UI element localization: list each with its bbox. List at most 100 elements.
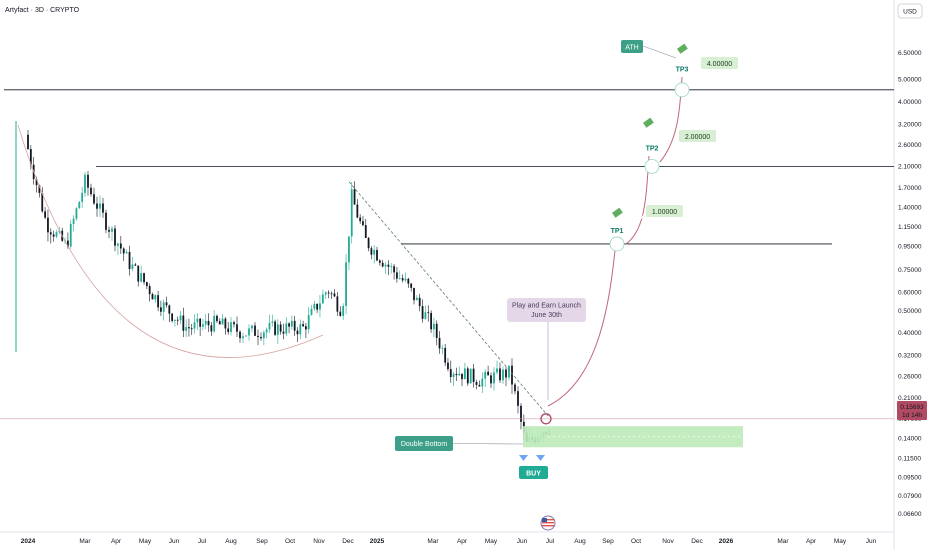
double-bottom-pointer <box>452 443 524 445</box>
candle-body <box>122 248 125 254</box>
x-tick-label: Jun <box>517 538 528 545</box>
candle-body <box>128 251 131 269</box>
candle-body <box>140 273 143 282</box>
ath-label: ATH <box>625 45 638 52</box>
currency-label: USD <box>903 9 917 16</box>
candle-body <box>307 314 310 330</box>
y-tick-label: 0.75000 <box>898 267 922 274</box>
candle-body <box>279 324 282 332</box>
candle-body <box>84 174 86 193</box>
candle-body <box>336 296 339 312</box>
candle-body <box>171 313 174 321</box>
x-tick-label: Aug <box>574 538 586 545</box>
x-tick-label: Apr <box>806 538 817 545</box>
y-tick-label: 0.95000 <box>898 243 922 250</box>
tp3-connector <box>693 68 706 81</box>
candle-body <box>248 328 250 336</box>
candle-body <box>499 368 501 381</box>
candle-body <box>353 189 356 205</box>
candle-body <box>125 251 128 254</box>
candle-body <box>302 324 304 327</box>
x-tick-label: Jun <box>169 538 180 545</box>
launch-badge <box>507 298 586 322</box>
candle-body <box>404 278 407 281</box>
x-tick-label: Oct <box>285 538 295 545</box>
x-tick-label: 2026 <box>719 538 734 545</box>
y-tick-label: 1.70000 <box>898 185 922 192</box>
tp-marker-3 <box>674 82 690 98</box>
candle-body <box>35 179 38 186</box>
candle-body <box>236 324 238 332</box>
candle-body <box>413 287 415 301</box>
candle-body <box>333 293 336 297</box>
candle-body <box>449 369 452 377</box>
x-tick-label: Jun <box>866 538 877 545</box>
candle-body <box>148 286 151 295</box>
y-tick-label: 0.14000 <box>898 436 922 443</box>
candle-body <box>117 243 119 246</box>
tp1-connector <box>624 211 647 241</box>
candle-body <box>321 294 324 304</box>
candle-body <box>265 329 268 333</box>
candle-body <box>378 260 381 263</box>
candle-body <box>342 305 345 316</box>
x-tick-label: Dec <box>691 538 703 545</box>
candle-body <box>319 303 321 310</box>
y-tick-label: 1.15000 <box>898 224 922 231</box>
candle-body <box>78 201 81 209</box>
candle-body <box>119 243 122 249</box>
buy-label: BUY <box>526 471 541 478</box>
tp2-value: 2.00000 <box>685 134 710 141</box>
candle-body <box>276 324 279 335</box>
y-tick-label: 0.07900 <box>898 493 922 500</box>
candle-body <box>290 320 293 327</box>
y-tick-label: 0.60000 <box>898 289 922 296</box>
x-tick-label: Mar <box>427 538 439 545</box>
candle-body <box>430 312 433 330</box>
x-tick-label: Sep <box>256 538 268 545</box>
candle-body <box>58 230 61 233</box>
candle-body <box>193 322 196 329</box>
candle-body <box>469 368 472 384</box>
y-tick-label: 4.00000 <box>898 99 922 106</box>
candle-body <box>296 330 299 335</box>
x-tick-label: Sep <box>602 538 614 545</box>
tp-marker-1 <box>609 236 625 252</box>
candle-body <box>345 262 347 306</box>
candle-body <box>38 185 41 193</box>
candle-body <box>196 318 199 323</box>
us-flag-icon <box>540 515 556 531</box>
y-tick-label: 3.20000 <box>898 121 922 128</box>
candle-body <box>517 391 519 406</box>
candle-body <box>481 378 484 387</box>
candle-body <box>390 266 393 268</box>
currency-button[interactable] <box>897 3 923 19</box>
y-tick-label: 2.10000 <box>898 164 922 171</box>
candle-body <box>514 384 516 392</box>
buy-badge <box>519 466 548 479</box>
y-tick-label: 6.50000 <box>898 50 922 57</box>
tp3-value-badge <box>701 57 738 69</box>
candle-body <box>162 302 165 312</box>
candle-body <box>461 373 463 380</box>
candle-body <box>151 294 154 300</box>
candle-body <box>458 373 461 376</box>
money-bag-icon <box>643 117 654 128</box>
y-tick-label: 0.06600 <box>898 511 922 518</box>
tp3-label: TP3 <box>676 67 689 74</box>
candle-body <box>466 368 469 384</box>
candle-body <box>376 249 378 261</box>
candle-body <box>285 323 288 334</box>
tp1-value-badge <box>646 205 683 217</box>
candle-body <box>478 384 481 387</box>
candle-body <box>282 331 285 334</box>
candle-body <box>424 312 427 319</box>
x-tick-label: Apr <box>111 538 122 545</box>
candle-body <box>137 265 140 282</box>
launch-label-line1: Play and Earn Launch <box>512 303 581 310</box>
candle-body <box>433 323 435 330</box>
x-tick-label: Mar <box>79 538 91 545</box>
candle-body <box>81 192 84 202</box>
candle-body <box>299 324 302 335</box>
